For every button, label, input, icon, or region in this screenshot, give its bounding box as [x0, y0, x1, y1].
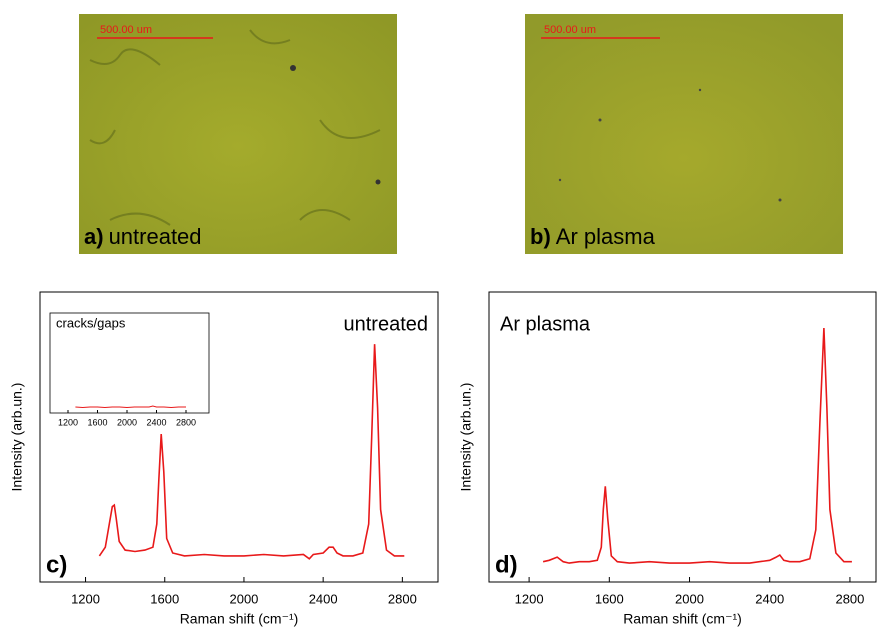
spectrum-line [542, 327, 852, 564]
x-axis-label: Raman shift (cm⁻¹) [623, 611, 742, 627]
annotation: cracks/gaps [56, 315, 126, 330]
panel-label: d) [495, 551, 518, 578]
x-tick-label: 2400 [146, 417, 166, 427]
scale-bar-label: 500.00 um [544, 24, 596, 36]
x-tick-label: 1200 [515, 591, 544, 606]
x-tick-label: 1600 [87, 417, 107, 427]
x-tick-label: 2400 [755, 591, 784, 606]
panel-label: b) Ar plasma [530, 224, 656, 249]
scale-bar-label: 500.00 um [100, 24, 152, 36]
y-axis-label: Intensity (arb.un.) [458, 383, 474, 492]
x-tick-label: 2800 [176, 417, 196, 427]
x-axis-label: Raman shift (cm⁻¹) [180, 611, 299, 627]
y-axis-label: Intensity (arb.un.) [9, 383, 25, 492]
x-tick-label: 2000 [117, 417, 137, 427]
x-tick-label: 2000 [675, 591, 704, 606]
micrograph-b: 500.00 um b) Ar plasma [525, 14, 843, 254]
panel-caption: Ar plasma [556, 224, 656, 249]
plot-frame [488, 291, 877, 583]
panel-letter: b) [530, 224, 551, 249]
annotation: Ar plasma [500, 313, 591, 335]
annotation: untreated [343, 313, 428, 335]
x-tick-label: 1600 [595, 591, 624, 606]
spectrum-line [75, 405, 186, 409]
micrograph-a: 500.00 um a) untreated [79, 14, 397, 254]
x-tick-label: 2400 [309, 591, 338, 606]
plot-frame [39, 291, 439, 583]
x-tick-label: 1200 [58, 417, 78, 427]
x-tick-label: 2800 [388, 591, 417, 606]
panel-caption: untreated [109, 224, 202, 249]
x-tick-label: 1200 [71, 591, 100, 606]
x-tick-label: 1600 [150, 591, 179, 606]
x-tick-label: 2000 [229, 591, 258, 606]
panel-label: c) [46, 551, 67, 578]
panel-label: a) untreated [84, 224, 202, 249]
plot-frame [49, 312, 210, 414]
spectrum-line [98, 344, 405, 560]
panel-letter: a) [84, 224, 104, 249]
x-tick-label: 2800 [835, 591, 864, 606]
